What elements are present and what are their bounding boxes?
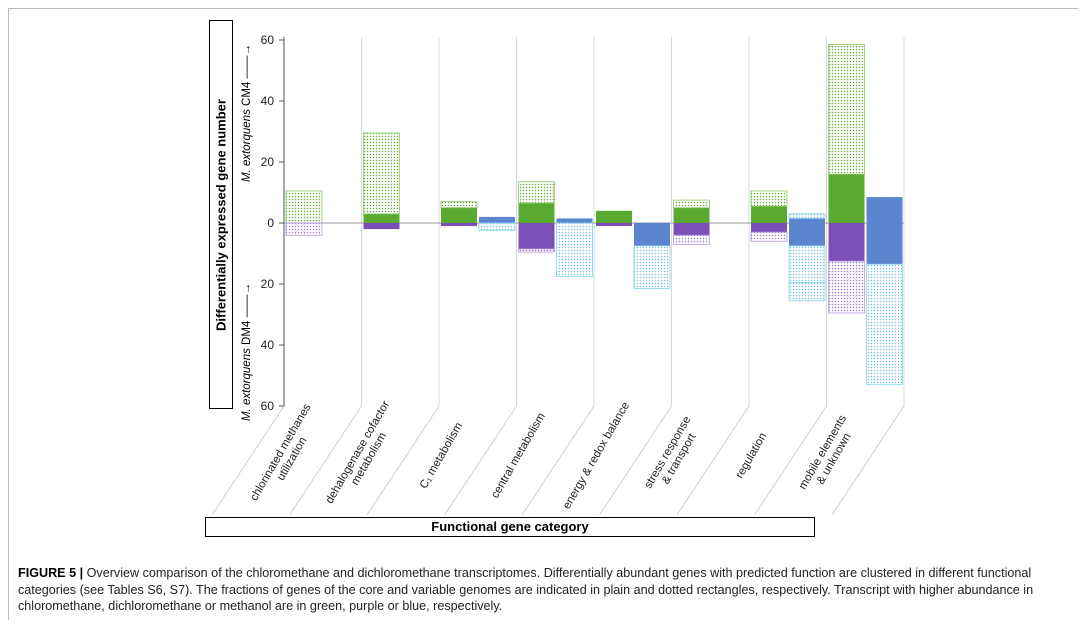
y-axis-label-box xyxy=(209,20,233,409)
y-axis-up-label: M. extorquens CM4 ——→ xyxy=(241,43,253,183)
chloromethane-core-bar xyxy=(596,210,632,223)
methanol-variable-down-bar xyxy=(788,282,826,302)
dichloromethane-variable-bar xyxy=(285,222,323,236)
dichloromethane-variable-bar xyxy=(673,234,710,245)
y-tick-label: 60 xyxy=(261,33,275,47)
category-separator-diagonal xyxy=(444,405,517,516)
dichloromethane-core-bar xyxy=(596,223,632,227)
chloromethane-core-bar xyxy=(518,203,555,223)
chloromethane-core-bar xyxy=(673,207,710,223)
y-axis-title: Differentially expressed gene number xyxy=(213,99,229,331)
y-tick-label: 40 xyxy=(261,94,275,108)
dichloromethane-variable-bar xyxy=(828,260,865,314)
y-tick-label: 20 xyxy=(261,277,275,291)
caption-text: Overview comparison of the chloromethane… xyxy=(18,566,1034,613)
y-axis-down-label: M. extorquens DM4 ——→ xyxy=(241,282,253,422)
dichloromethane-core-bar xyxy=(363,223,400,230)
methanol-variable-down-bar xyxy=(866,263,903,386)
methanol-core-up-bar xyxy=(556,218,593,223)
methanol-variable-up-bar xyxy=(788,213,826,219)
methanol-variable-down-bar xyxy=(633,245,671,289)
x-axis-title: Functional gene category xyxy=(205,517,815,537)
category-separator-diagonal xyxy=(211,405,285,516)
dichloromethane-core-bar xyxy=(751,223,787,233)
y-tick-label: 60 xyxy=(261,399,275,413)
dichloromethane-variable-bar xyxy=(750,231,788,242)
dichloromethane-core-bar xyxy=(673,223,710,236)
chloromethane-variable-bar xyxy=(673,199,710,209)
figure-caption: FIGURE 5 | Overview comparison of the ch… xyxy=(18,565,1080,615)
methanol-core-up-bar xyxy=(479,216,515,223)
y-axis: 60 40 20 0 20 40 60 xyxy=(261,33,904,413)
y-axis-up-strain: CM4 xyxy=(241,81,253,110)
dichloromethane-core-bar xyxy=(441,223,477,227)
chloromethane-variable-bar xyxy=(285,190,323,224)
chloromethane-variable-bar xyxy=(440,201,478,209)
chloromethane-core-bar xyxy=(751,206,787,223)
y-tick-label: 0 xyxy=(267,216,274,230)
methanol-core-up-bar xyxy=(866,197,903,223)
category-separator-diagonal xyxy=(366,405,440,516)
bar-chart: 60 40 20 0 20 40 60 xyxy=(211,33,905,516)
caption-label: FIGURE 5 | xyxy=(18,566,84,580)
chloromethane-variable-bar xyxy=(363,132,400,215)
chloromethane-core-bar xyxy=(363,213,400,223)
category-separator-diagonal xyxy=(521,405,595,516)
chloromethane-core-bar xyxy=(441,207,477,223)
methanol-variable-down-bar xyxy=(556,222,593,277)
y-tick-label: 40 xyxy=(261,338,275,352)
methanol-core-down-bar xyxy=(789,223,825,246)
methanol-core-down-bar xyxy=(634,223,670,246)
category-separator-diagonal xyxy=(289,405,362,516)
methanol-core-down-bar xyxy=(866,223,903,265)
dichloromethane-core-bar xyxy=(828,223,865,262)
chloromethane-variable-bar xyxy=(828,44,865,175)
chloromethane-variable-bar xyxy=(750,190,788,207)
bars xyxy=(285,44,903,386)
methanol-variable-down-bar xyxy=(788,245,826,283)
methanol-variable-down-bar xyxy=(478,222,516,232)
category-separator-diagonal xyxy=(676,405,750,516)
y-tick-label: 20 xyxy=(261,155,275,169)
category-separator-diagonal xyxy=(754,405,827,516)
y-axis-up-species: M. extorquens xyxy=(241,109,253,183)
category-separator-diagonal xyxy=(831,405,905,516)
y-axis-down-species: M. extorquens xyxy=(241,348,253,422)
figure-frame xyxy=(8,8,1078,620)
methanol-core-up-bar xyxy=(789,218,825,223)
chloromethane-variable-bar xyxy=(518,181,555,204)
dichloromethane-variable-bar xyxy=(518,248,555,253)
category-separator-diagonal xyxy=(599,405,672,516)
dichloromethane-core-bar xyxy=(518,223,555,249)
y-axis-down-strain: DM4 xyxy=(241,320,253,349)
category-separators xyxy=(211,36,905,516)
chloromethane-core-bar xyxy=(828,174,865,223)
